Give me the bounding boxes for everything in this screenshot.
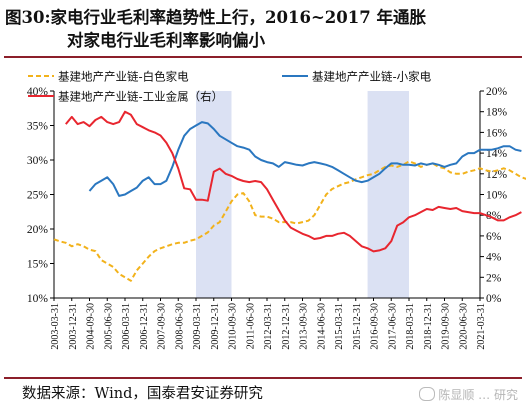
x-tick-label: 2009-03-31 xyxy=(192,303,203,350)
right-tick-label: 18% xyxy=(486,107,508,119)
x-tick-label: 2003-03-31 xyxy=(50,303,61,350)
watermark-text: 陈显顺 … 研究 xyxy=(438,388,518,402)
x-tick-label: 2006-12-31 xyxy=(139,303,150,350)
right-tick-label: 20% xyxy=(486,86,508,98)
left-tick-label: 30% xyxy=(27,155,49,167)
left-tick-label: 25% xyxy=(27,190,49,202)
left-tick-label: 15% xyxy=(27,259,49,271)
series-line-industrial_metals xyxy=(65,110,522,253)
x-tick-label: 2021-03-31 xyxy=(476,303,487,350)
x-tick-label: 2016-09-30 xyxy=(370,303,381,350)
series-line-white_goods xyxy=(53,160,526,282)
left-tick-label: 20% xyxy=(27,224,49,236)
x-tick-label: 2015-12-31 xyxy=(352,303,363,350)
figure-title: 图30:家电行业毛利率趋势性上行，2016~2017 年通胀 对家电行业毛利率影… xyxy=(5,6,521,52)
left-tick-label: 35% xyxy=(27,121,49,133)
series-line-small_appliances xyxy=(88,121,522,197)
left-tick-label: 10% xyxy=(27,293,49,305)
x-tick-label: 2015-03-31 xyxy=(334,303,345,350)
x-tick-label: 2004-09-30 xyxy=(86,303,97,350)
x-tick-label: 2019-09-30 xyxy=(441,303,452,350)
title-divider xyxy=(4,56,522,58)
legend-label-white-goods: 基建地产产业链-白色家电 xyxy=(58,70,189,84)
watermark: 陈显顺 … 研究 xyxy=(419,386,518,403)
source-divider xyxy=(4,377,522,379)
x-tick-label: 2020-06-30 xyxy=(458,303,469,350)
x-tick-label: 2005-06-30 xyxy=(103,303,114,350)
right-tick-label: 6% xyxy=(486,231,502,243)
x-tick-label: 2014-06-30 xyxy=(316,303,327,350)
x-tick-label: 2018-12-31 xyxy=(423,303,434,350)
legend-label-industrial-metals: 基建地产产业链-工业金属（右） xyxy=(58,90,223,104)
x-tick-label: 2009-12-31 xyxy=(210,303,221,350)
shaded-period-2 xyxy=(367,91,409,298)
right-tick-label: 16% xyxy=(486,127,508,139)
wechat-icon xyxy=(419,387,436,401)
right-tick-label: 8% xyxy=(486,210,502,222)
x-tick-label: 2012-03-31 xyxy=(263,303,274,350)
right-tick-label: 2% xyxy=(486,272,502,284)
x-tick-label: 2012-12-31 xyxy=(281,303,292,350)
title-line-1: 图30:家电行业毛利率趋势性上行，2016~2017 年通胀 xyxy=(5,8,426,27)
x-tick-label: 2010-09-30 xyxy=(228,303,239,350)
x-tick-label: 2011-06-30 xyxy=(245,303,256,349)
shaded-period-1 xyxy=(196,91,232,298)
x-tick-label: 2008-06-30 xyxy=(174,303,185,350)
right-tick-label: 0% xyxy=(486,293,502,305)
right-tick-label: 10% xyxy=(486,190,508,202)
right-tick-label: 12% xyxy=(486,169,508,181)
x-tick-label: 2007-09-30 xyxy=(157,303,168,350)
x-tick-label: 2003-12-31 xyxy=(68,303,79,350)
data-source: 数据来源：Wind，国泰君安证券研究 xyxy=(22,386,263,402)
x-tick-label: 2018-03-31 xyxy=(405,303,416,350)
right-tick-label: 4% xyxy=(486,252,502,264)
title-line-2: 对家电行业毛利率影响偏小 xyxy=(67,31,265,50)
right-tick-label: 14% xyxy=(486,148,508,160)
x-tick-label: 2013-09-30 xyxy=(299,303,310,350)
legend-label-small-appliances: 基建地产产业链-小家电 xyxy=(312,70,432,84)
x-tick-label: 2017-06-30 xyxy=(387,303,398,350)
x-tick-label: 2006-03-31 xyxy=(121,303,132,350)
